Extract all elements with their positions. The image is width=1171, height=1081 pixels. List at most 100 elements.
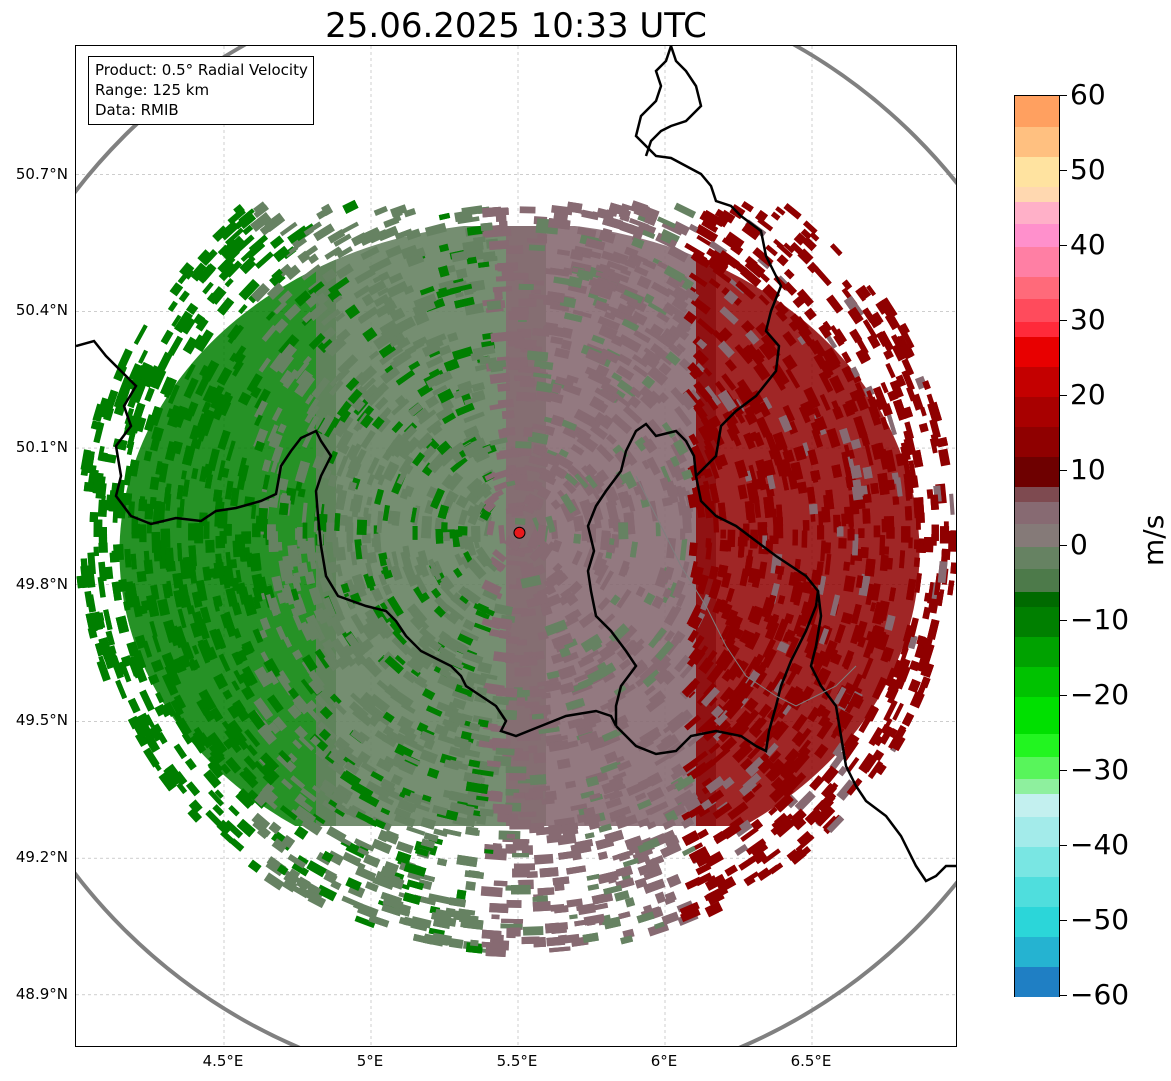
velocity-echo	[519, 811, 537, 818]
velocity-echo	[492, 560, 505, 573]
velocity-echo	[841, 455, 852, 478]
velocity-echo	[517, 365, 540, 374]
velocity-echo	[885, 362, 896, 379]
velocity-echo	[138, 349, 148, 364]
velocity-echo	[149, 438, 161, 452]
velocity-echo	[268, 497, 279, 508]
velocity-echo	[849, 328, 863, 344]
velocity-echo	[565, 697, 586, 711]
velocity-echo	[419, 285, 435, 296]
velocity-echo	[569, 914, 578, 920]
velocity-echo	[115, 615, 130, 634]
velocity-echo	[533, 853, 554, 865]
velocity-echo	[533, 937, 546, 948]
velocity-echo	[617, 851, 631, 862]
velocity-echo	[350, 232, 368, 247]
velocity-echo	[183, 377, 199, 399]
velocity-echo	[169, 282, 184, 297]
velocity-echo	[621, 470, 638, 490]
velocity-echo	[566, 898, 583, 908]
velocity-echo	[511, 884, 531, 895]
velocity-echo	[803, 386, 821, 410]
colorbar-segment	[1015, 966, 1059, 997]
velocity-echo	[466, 558, 487, 580]
velocity-echo	[737, 484, 748, 500]
velocity-echo	[309, 557, 317, 570]
velocity-echo	[464, 303, 485, 316]
velocity-echo	[268, 721, 281, 735]
radar-map[interactable]	[75, 45, 957, 1047]
velocity-echo	[538, 593, 562, 611]
velocity-echo	[892, 702, 904, 721]
velocity-echo	[249, 556, 262, 572]
velocity-echo	[448, 938, 464, 949]
velocity-echo	[341, 895, 364, 909]
velocity-echo	[661, 422, 676, 439]
radar-site-marker[interactable]	[513, 526, 526, 539]
velocity-echo	[500, 923, 523, 929]
velocity-echo	[523, 279, 545, 286]
velocity-echo	[160, 528, 171, 548]
velocity-echo	[905, 491, 911, 501]
velocity-echo	[535, 381, 547, 392]
velocity-echo	[802, 520, 810, 531]
velocity-echo	[463, 394, 486, 406]
colorbar-segment	[1015, 366, 1059, 397]
velocity-echo	[417, 550, 429, 567]
velocity-echo	[562, 426, 578, 439]
velocity-echo	[470, 939, 479, 947]
velocity-echo	[273, 318, 289, 334]
velocity-echo	[464, 805, 475, 816]
velocity-echo	[414, 840, 438, 856]
velocity-echo	[616, 589, 632, 609]
velocity-echo	[121, 492, 133, 506]
velocity-echo	[450, 456, 468, 473]
velocity-echo	[377, 287, 390, 297]
velocity-echo	[929, 418, 941, 439]
velocity-echo	[178, 290, 190, 303]
velocity-echo	[922, 606, 931, 620]
colorbar-segment	[1015, 186, 1059, 202]
velocity-echo	[463, 411, 485, 424]
velocity-echo	[550, 336, 564, 345]
velocity-echo	[883, 647, 895, 662]
velocity-echo	[507, 360, 521, 371]
velocity-echo	[228, 805, 240, 817]
velocity-echo	[546, 936, 566, 947]
velocity-echo	[149, 496, 157, 510]
velocity-echo	[765, 244, 778, 257]
velocity-echo	[571, 550, 583, 566]
velocity-echo	[836, 526, 844, 537]
velocity-echo	[209, 628, 223, 651]
velocity-echo	[486, 520, 495, 536]
velocity-echo	[737, 541, 745, 558]
velocity-echo	[328, 799, 339, 809]
velocity-echo	[639, 393, 656, 409]
velocity-echo	[718, 327, 733, 342]
velocity-echo	[688, 542, 698, 557]
velocity-echo	[836, 779, 857, 801]
velocity-echo	[314, 648, 332, 669]
velocity-echo	[614, 890, 630, 902]
velocity-echo	[544, 922, 560, 934]
velocity-echo	[312, 813, 326, 825]
velocity-echo	[573, 533, 582, 544]
velocity-echo	[498, 524, 506, 544]
lon-tick-label: 5.5°E	[496, 1052, 538, 1070]
velocity-echo	[273, 300, 288, 315]
velocity-echo	[213, 601, 220, 612]
colorbar-segment	[1015, 936, 1059, 967]
velocity-echo	[532, 896, 546, 902]
velocity-echo	[679, 663, 694, 679]
colorbar-segment	[1015, 778, 1059, 794]
velocity-echo	[406, 825, 426, 836]
velocity-echo	[374, 488, 385, 505]
velocity-echo	[620, 935, 634, 945]
velocity-echo	[724, 609, 739, 628]
velocity-echo	[629, 386, 643, 399]
velocity-echo	[817, 525, 825, 540]
velocity-echo	[796, 288, 814, 307]
map-title: 25.06.2025 10:33 UTC	[325, 6, 707, 46]
velocity-echo	[203, 521, 210, 539]
velocity-echo	[901, 369, 915, 391]
